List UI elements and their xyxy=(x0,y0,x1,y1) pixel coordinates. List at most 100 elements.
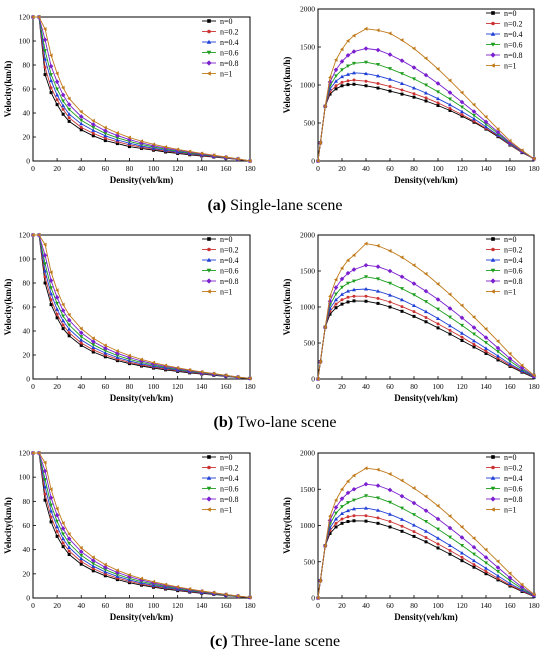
data-point xyxy=(471,325,477,330)
legend: n=0n=0.2 n=0.4n=0.6 n=0.8n=1 xyxy=(202,17,239,78)
data-point xyxy=(484,351,488,355)
data-point xyxy=(79,125,83,129)
data-point xyxy=(49,78,54,83)
data-point xyxy=(412,46,416,51)
data-point xyxy=(507,356,513,361)
data-point xyxy=(49,503,54,507)
data-point xyxy=(61,112,65,116)
data-point xyxy=(334,302,338,306)
data-point xyxy=(316,596,320,600)
data-point xyxy=(448,535,452,540)
data-point xyxy=(91,131,95,135)
data-point xyxy=(115,578,119,582)
x-axis-label: Density(veh/km) xyxy=(394,612,458,622)
legend-entry: n=0.4 xyxy=(504,474,523,483)
data-point xyxy=(352,78,356,82)
data-point xyxy=(387,268,393,274)
data-point xyxy=(346,295,350,299)
y-tick-label: 100 xyxy=(19,473,31,482)
data-point xyxy=(42,37,48,43)
legend-entry: n=0 xyxy=(220,453,233,462)
data-point xyxy=(352,61,356,66)
data-point xyxy=(364,466,368,471)
data-point xyxy=(43,57,48,61)
data-point xyxy=(211,153,216,158)
data-point xyxy=(520,148,524,153)
data-point xyxy=(399,58,405,63)
data-point xyxy=(90,122,96,127)
data-point xyxy=(388,248,392,253)
data-point xyxy=(49,270,53,275)
caption-c: (c) Three-lane scene xyxy=(0,633,550,651)
legend-marker xyxy=(206,39,212,44)
data-point xyxy=(364,299,368,303)
y-tick-label: 1000 xyxy=(300,81,315,90)
x-tick-label: 100 xyxy=(432,382,444,391)
data-point xyxy=(448,315,452,320)
data-point xyxy=(79,556,84,561)
x-tick-label: 100 xyxy=(432,601,444,610)
data-point xyxy=(55,87,60,91)
data-point xyxy=(346,508,350,513)
legend-entry: n=0.8 xyxy=(220,59,239,68)
data-point xyxy=(460,114,464,118)
data-point xyxy=(424,315,428,319)
data-point xyxy=(49,509,54,513)
data-point xyxy=(49,73,54,77)
data-point xyxy=(375,483,381,488)
data-point xyxy=(340,74,344,79)
data-point xyxy=(448,543,452,547)
data-point xyxy=(66,317,72,323)
data-point xyxy=(49,520,53,524)
data-point xyxy=(43,281,47,285)
data-point xyxy=(424,83,428,87)
data-point xyxy=(436,101,440,105)
data-point xyxy=(346,479,350,484)
data-point xyxy=(412,86,416,90)
data-point xyxy=(334,292,338,297)
x-tick-label: 140 xyxy=(196,382,208,391)
x-tick-label: 20 xyxy=(53,164,61,173)
data-point xyxy=(328,531,332,535)
legend-entry: n=0 xyxy=(504,235,517,244)
data-point xyxy=(424,99,428,103)
data-point xyxy=(55,288,59,293)
data-point xyxy=(352,253,356,258)
data-point xyxy=(459,99,465,105)
data-point xyxy=(400,88,404,92)
legend-marker xyxy=(206,496,212,502)
x-tick-label: 40 xyxy=(77,164,85,173)
data-point xyxy=(484,326,488,331)
data-point xyxy=(345,53,351,58)
data-point xyxy=(127,145,131,149)
data-point xyxy=(55,316,59,320)
data-point xyxy=(424,56,428,61)
data-point xyxy=(79,121,84,126)
data-point xyxy=(352,498,356,503)
data-point xyxy=(484,346,488,350)
data-point xyxy=(412,92,416,96)
legend-entry: n=0.4 xyxy=(220,474,239,483)
data-point xyxy=(448,323,452,328)
data-point xyxy=(339,59,345,64)
legend-entry: n=0.4 xyxy=(220,256,239,265)
x-tick-label: 40 xyxy=(362,601,370,610)
data-point xyxy=(412,486,416,491)
data-point xyxy=(340,298,344,302)
data-point xyxy=(31,451,35,455)
data-point xyxy=(412,523,416,527)
data-point xyxy=(43,460,47,465)
data-point xyxy=(520,363,524,368)
legend-entry: n=1 xyxy=(504,505,517,514)
series-line-3 xyxy=(33,452,251,598)
legend-marker xyxy=(491,237,495,241)
data-point xyxy=(400,92,404,96)
data-point xyxy=(388,281,392,286)
data-point xyxy=(115,142,119,146)
data-point xyxy=(423,72,429,78)
data-point xyxy=(460,105,464,110)
x-tick-label: 20 xyxy=(53,382,61,391)
legend-marker xyxy=(206,257,212,262)
data-point xyxy=(400,305,404,309)
data-point xyxy=(400,287,404,291)
